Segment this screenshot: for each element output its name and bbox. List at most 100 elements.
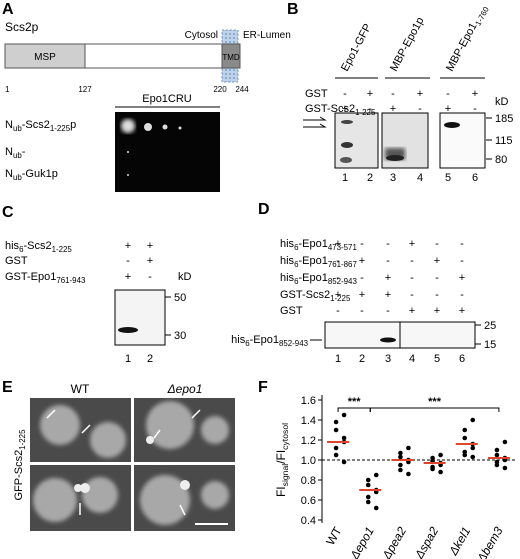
label: - [343, 88, 347, 100]
label: kD [178, 271, 192, 283]
panel-letter: C [2, 204, 14, 221]
label: GST-Scs21-225 [280, 289, 351, 303]
label: - [446, 88, 450, 100]
subscript: 852-943 [328, 277, 358, 286]
data-point [438, 469, 443, 475]
subscript: 852-943 [279, 339, 309, 348]
data-point [494, 462, 500, 468]
label: - [336, 305, 340, 317]
label: - [126, 255, 130, 267]
subscript: ub [13, 173, 22, 182]
subscript: 1-225 [50, 124, 71, 133]
data-point [365, 494, 371, 500]
label: 3 [385, 353, 391, 365]
label: - [386, 238, 390, 250]
label: Δpea2 [379, 524, 409, 559]
label: Scs2p [5, 20, 39, 34]
data-point [398, 462, 403, 468]
label: 2 [367, 172, 373, 184]
label: 185 [495, 113, 513, 125]
data-point [494, 447, 500, 453]
subscript: 1-225 [355, 108, 376, 117]
subscript: 1-225 [18, 429, 27, 450]
label: 1 [125, 353, 131, 365]
text-segment: -Scs2 [23, 240, 51, 252]
label: Δepo1 [347, 525, 377, 559]
label: WT [323, 524, 345, 548]
label: his6-Epo1473-571 [280, 238, 357, 252]
subscript: cytosol [280, 423, 290, 450]
y-tick-label: 1.0 [301, 455, 316, 467]
subscript: 761-943 [56, 276, 86, 285]
data-point [406, 471, 411, 477]
text-segment: N [5, 119, 13, 131]
data-point [333, 427, 339, 433]
label: - [418, 103, 422, 115]
data-point [502, 465, 508, 471]
text-segment: GST-Scs2 [305, 103, 355, 115]
label: - [368, 103, 372, 115]
label: 5 [434, 353, 440, 365]
label: Epo1CRU [142, 93, 192, 105]
label: + [342, 103, 348, 115]
subscript: 6 [294, 260, 299, 269]
label: - [410, 255, 414, 267]
y-tick-label: 0.4 [301, 515, 316, 527]
text-segment: his [231, 334, 246, 346]
label: + [459, 272, 465, 284]
label: *** [428, 396, 442, 408]
label: GST [5, 255, 28, 267]
label: + [359, 289, 365, 301]
text-segment: N [5, 168, 13, 180]
label: - [386, 255, 390, 267]
data-point [373, 505, 379, 511]
significance-bracket [337, 407, 371, 412]
data-point [365, 477, 371, 483]
subscript: 1-225 [52, 245, 73, 254]
label: 6 [459, 353, 465, 365]
label: 3 [390, 172, 396, 184]
text-segment: his [280, 255, 295, 267]
text-segment: N [5, 146, 13, 158]
label: kD [495, 96, 509, 108]
data-point [462, 435, 468, 441]
data-point [398, 454, 403, 460]
text-segment: -Epo1 [298, 272, 327, 284]
label: GFP-Scs21-225 [13, 429, 27, 501]
label: - [386, 305, 390, 317]
panel-letter: E [2, 379, 13, 396]
label: 127 [78, 85, 92, 94]
label: 25 [484, 320, 496, 332]
significance-bracket [369, 407, 500, 412]
text-segment: GFP-Scs2 [13, 450, 25, 501]
label: 220 [213, 85, 227, 94]
data-point [333, 445, 339, 451]
text-segment: -Scs2 [22, 119, 50, 131]
label: + [359, 255, 365, 267]
label: 80 [495, 154, 507, 166]
panel-letter: A [2, 1, 14, 18]
label: ER-Lumen [243, 30, 291, 41]
label: + [385, 272, 391, 284]
label: - [435, 272, 439, 284]
y-tick-label: 0.6 [301, 495, 316, 507]
label: MBP-Epo1p [388, 15, 426, 73]
data-point [365, 482, 371, 488]
y-tick-label: 1.2 [301, 435, 316, 447]
panel-letter: F [258, 379, 268, 396]
data-point [470, 417, 476, 423]
label: - [391, 88, 395, 100]
label: 1 [335, 353, 341, 365]
subscript: 473-571 [328, 243, 358, 252]
label: Nub-Guk1p [5, 168, 58, 182]
label: + [434, 305, 440, 317]
label: his6-Epo1852-943 [231, 334, 308, 348]
colonies [121, 119, 182, 176]
label: GST [280, 305, 303, 317]
data-point [341, 435, 347, 441]
label: 1 [5, 85, 10, 94]
label: 2 [147, 353, 153, 365]
subscript: 6 [294, 243, 299, 252]
subscript: ub [13, 124, 22, 133]
subscript: 761-867 [328, 260, 357, 269]
